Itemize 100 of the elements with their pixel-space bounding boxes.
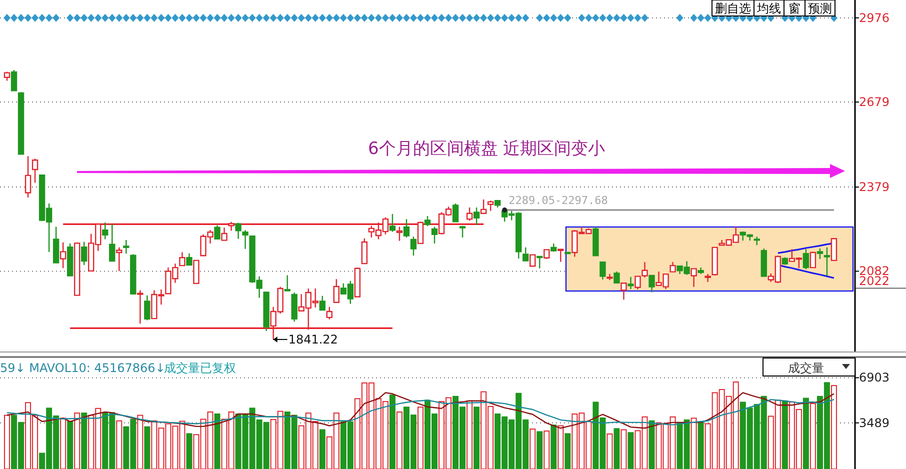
candlestick [698, 266, 704, 275]
candlestick [81, 241, 88, 266]
candlestick [544, 248, 550, 260]
bar [698, 421, 704, 469]
candlestick [452, 202, 459, 222]
candlestick [333, 278, 340, 304]
annotation: 成交量 [788, 361, 824, 375]
annotation: 1841.22 [288, 332, 338, 346]
candlestick [130, 254, 136, 296]
candlestick [606, 273, 613, 281]
candlestick [24, 156, 32, 198]
candlestick [32, 158, 38, 184]
bar [782, 400, 788, 469]
line-series [6, 398, 835, 426]
candlestick [824, 246, 830, 276]
candlestick [137, 290, 144, 324]
bar [802, 398, 809, 469]
candlestick [291, 292, 298, 322]
annotation: 删自选 [715, 2, 751, 16]
bar [144, 426, 150, 469]
candlestick [530, 254, 536, 267]
candlestick [712, 246, 718, 276]
bar [530, 428, 536, 469]
candlestick [18, 92, 24, 155]
candlestick [354, 266, 361, 298]
candlestick [319, 295, 326, 311]
bar [564, 433, 571, 469]
candlestick [102, 222, 108, 240]
bar [614, 428, 620, 469]
bar [389, 394, 396, 469]
candlestick [628, 276, 634, 290]
bar [319, 429, 326, 469]
bar [116, 420, 122, 469]
bar [81, 412, 88, 469]
candlestick [410, 236, 417, 256]
candlestick [389, 213, 396, 232]
bar [4, 414, 10, 469]
candlestick [600, 262, 606, 280]
bar [67, 421, 74, 469]
candlestick [144, 294, 150, 321]
bar [474, 406, 480, 469]
candlestick [52, 226, 60, 264]
candlestick [754, 236, 760, 246]
annotation: 2289.05-2297.68 [508, 194, 608, 208]
candlestick [179, 252, 186, 266]
bar [628, 432, 634, 469]
candlestick [480, 198, 487, 214]
annotation: 成交量已复权 [164, 361, 236, 375]
bar [620, 429, 627, 469]
candlestick [109, 223, 116, 262]
candlestick [459, 225, 466, 238]
candlestick [116, 246, 122, 272]
candlestick [186, 252, 192, 266]
candlestick [522, 246, 529, 262]
candlestick [424, 215, 431, 227]
candlestick [536, 256, 543, 269]
bar [186, 433, 192, 469]
bar [550, 424, 557, 469]
candlestick [431, 226, 438, 244]
line-series [6, 392, 835, 429]
bar [466, 400, 473, 469]
candlestick [66, 242, 74, 276]
bar [810, 403, 816, 469]
annotation: 6个月的区间横盘 近期区间变小 [368, 139, 606, 159]
candlestick [74, 242, 80, 296]
candlestick [816, 248, 824, 260]
bar [558, 425, 564, 469]
y-tick-label: 6903 [859, 370, 890, 385]
bar [417, 406, 424, 469]
candlestick [704, 273, 711, 283]
bar [544, 430, 550, 469]
candlestick [760, 248, 767, 277]
candlestick [242, 230, 248, 250]
candlestick [10, 69, 18, 92]
bar [830, 385, 837, 469]
candlestick [494, 199, 501, 208]
annotation: 59↓ MAVOL10: 45167866↓ [0, 361, 166, 375]
candlestick [782, 256, 788, 266]
candlestick [550, 242, 557, 252]
candlestick [214, 224, 220, 240]
bar [396, 412, 402, 469]
candlestick [810, 251, 816, 268]
candlestick [620, 282, 627, 300]
candlestick [614, 270, 620, 284]
bar [137, 414, 144, 469]
y-tick-label: 2379 [859, 180, 890, 194]
candlestick [558, 248, 564, 262]
candlestick [648, 274, 655, 293]
y-tick-label: 2679 [859, 95, 890, 110]
ref-line-label: 2022 [859, 274, 890, 288]
candlestick [473, 206, 480, 226]
y-tick-label: 2976 [859, 10, 890, 25]
candlestick [670, 262, 676, 272]
candlestick [487, 200, 494, 212]
bar [74, 412, 80, 469]
bar [60, 418, 66, 469]
candlestick [361, 238, 368, 264]
candlestick [403, 218, 410, 238]
candlestick [193, 260, 200, 284]
candlestick [326, 306, 332, 320]
